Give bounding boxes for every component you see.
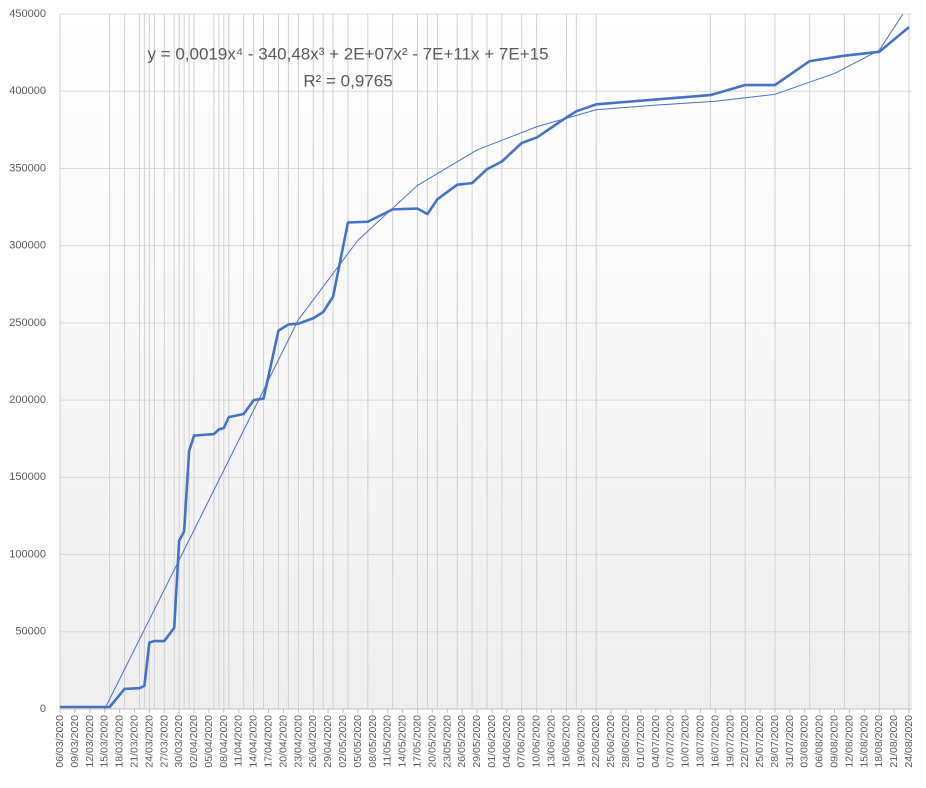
- x-tick-label: 22/06/2020: [590, 715, 602, 768]
- x-tick-label: 26/04/2020: [307, 715, 319, 768]
- x-tick-label: 23/04/2020: [292, 715, 304, 768]
- x-tick-label: 21/08/2020: [888, 715, 900, 768]
- y-tick-label: 450000: [9, 8, 46, 20]
- plot-area: [60, 14, 912, 709]
- x-tick-label: 27/03/2020: [158, 715, 170, 768]
- x-tick-label: 29/05/2020: [471, 715, 483, 768]
- x-tick-label: 08/05/2020: [367, 715, 379, 768]
- x-tick-label: 03/08/2020: [799, 715, 811, 768]
- x-tick-label: 19/07/2020: [724, 715, 736, 768]
- x-tick-label: 24/08/2020: [903, 715, 915, 768]
- x-tick-label: 02/04/2020: [188, 715, 200, 768]
- x-tick-label: 01/07/2020: [635, 715, 647, 768]
- x-tick-label: 20/04/2020: [277, 715, 289, 768]
- trendline: [104, 14, 904, 710]
- x-tick-label: 28/07/2020: [769, 715, 781, 768]
- x-tick-label: 30/03/2020: [173, 715, 185, 768]
- trend-equation: y = 0,0019x⁴ - 340,48x³ + 2E+07x² - 7E+1…: [147, 44, 548, 63]
- x-tick-label: 02/05/2020: [337, 715, 349, 768]
- x-tick-label: 13/07/2020: [694, 715, 706, 768]
- x-tick-label: 26/05/2020: [456, 715, 468, 768]
- x-tick-label: 16/06/2020: [560, 715, 572, 768]
- x-tick-label: 11/05/2020: [382, 715, 394, 767]
- y-tick-label: 250000: [9, 317, 46, 329]
- x-tick-label: 15/03/2020: [99, 715, 111, 768]
- x-tick-label: 17/05/2020: [411, 715, 423, 768]
- x-tick-label: 14/05/2020: [397, 715, 409, 768]
- x-tick-label: 15/08/2020: [858, 715, 870, 768]
- x-tick-label: 09/08/2020: [829, 715, 841, 768]
- x-tick-label: 09/03/2020: [69, 715, 81, 768]
- x-tick-label: 04/06/2020: [501, 715, 513, 768]
- x-tick-label: 23/05/2020: [441, 715, 453, 768]
- y-tick-label: 150000: [9, 471, 46, 483]
- x-tick-label: 25/07/2020: [754, 715, 766, 768]
- x-tick-label: 05/05/2020: [352, 715, 364, 768]
- x-tick-label: 24/03/2020: [143, 715, 155, 768]
- y-tick-label: 50000: [15, 626, 46, 638]
- x-tick-label: 22/07/2020: [739, 715, 751, 768]
- x-tick-label: 07/06/2020: [516, 715, 528, 768]
- x-tick-label: 16/07/2020: [709, 715, 721, 768]
- x-tick-label: 18/08/2020: [873, 715, 885, 768]
- y-tick-label: 0: [40, 703, 46, 715]
- x-tick-label: 21/03/2020: [128, 715, 140, 768]
- y-tick-label: 100000: [9, 548, 46, 560]
- x-tick-label: 10/06/2020: [531, 715, 543, 768]
- x-tick-label: 05/04/2020: [203, 715, 215, 768]
- x-tick-label: 19/06/2020: [575, 715, 587, 768]
- x-tick-label: 17/04/2020: [263, 715, 275, 768]
- x-tick-label: 14/04/2020: [248, 715, 260, 768]
- x-tick-label: 06/03/2020: [54, 715, 66, 768]
- x-tick-label: 08/04/2020: [218, 715, 230, 768]
- x-tick-label: 31/07/2020: [784, 715, 796, 768]
- x-tick-label: 01/06/2020: [486, 715, 498, 768]
- y-tick-label: 350000: [9, 162, 46, 174]
- y-tick-label: 300000: [9, 240, 46, 252]
- x-tick-label: 06/08/2020: [814, 715, 826, 768]
- x-tick-label: 25/06/2020: [605, 715, 617, 768]
- x-tick-label: 07/07/2020: [665, 715, 677, 768]
- x-tick-label: 28/06/2020: [620, 715, 632, 768]
- x-tick-label: 10/07/2020: [680, 715, 692, 768]
- x-tick-label: 20/05/2020: [426, 715, 438, 768]
- x-tick-label: 04/07/2020: [650, 715, 662, 768]
- r-squared: R² = 0,9765: [303, 71, 392, 90]
- x-tick-label: 13/06/2020: [546, 715, 558, 768]
- x-tick-label: 29/04/2020: [322, 715, 334, 768]
- x-tick-label: 12/03/2020: [84, 715, 96, 768]
- x-tick-label: 18/03/2020: [114, 715, 126, 768]
- y-tick-label: 400000: [9, 85, 46, 97]
- x-tick-label: 11/04/2020: [233, 715, 245, 767]
- series-line: [60, 26, 910, 709]
- x-tick-label: 12/08/2020: [843, 715, 855, 768]
- y-tick-label: 200000: [9, 394, 46, 406]
